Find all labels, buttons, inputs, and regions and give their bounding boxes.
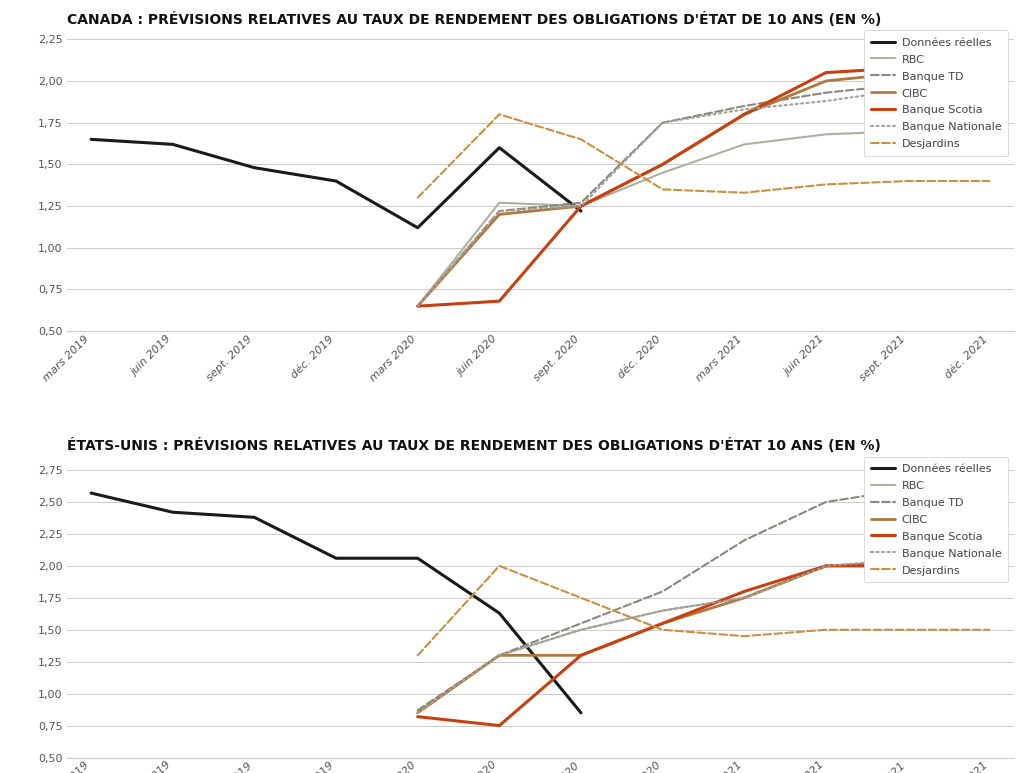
Legend: Données réelles, RBC, Banque TD, CIBC, Banque Scotia, Banque Nationale, Desjardi: Données réelles, RBC, Banque TD, CIBC, B… xyxy=(864,30,1009,156)
Legend: Données réelles, RBC, Banque TD, CIBC, Banque Scotia, Banque Nationale, Desjardi: Données réelles, RBC, Banque TD, CIBC, B… xyxy=(864,457,1009,582)
Text: ÉTATS-UNIS : PRÉVISIONS RELATIVES AU TAUX DE RENDEMENT DES OBLIGATIONS D'ÉTAT 10: ÉTATS-UNIS : PRÉVISIONS RELATIVES AU TAU… xyxy=(67,438,881,453)
Text: CANADA : PRÉVISIONS RELATIVES AU TAUX DE RENDEMENT DES OBLIGATIONS D'ÉTAT DE 10 : CANADA : PRÉVISIONS RELATIVES AU TAUX DE… xyxy=(67,12,881,27)
